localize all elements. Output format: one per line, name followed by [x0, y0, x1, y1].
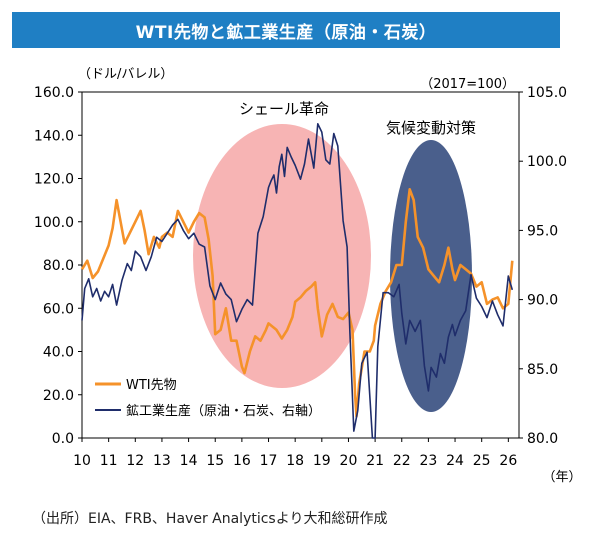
- legend: WTI先物 鉱工業生産（原油・石炭、右軸）: [95, 378, 321, 419]
- left-tick-label: 160.0: [34, 85, 74, 101]
- x-tick-label: 17: [260, 453, 278, 469]
- left-tick-label: 40.0: [43, 345, 74, 361]
- series-layer: [80, 123, 514, 439]
- annotation-climate: 気候変動対策: [386, 119, 476, 137]
- x-axis-unit: （年）: [542, 470, 581, 485]
- left-tick-label: 120.0: [34, 172, 74, 188]
- left-tick-label: 0.0: [52, 431, 74, 447]
- x-tick-label: 22: [393, 453, 411, 469]
- legend-label-wti: WTI先物: [126, 378, 177, 393]
- source-note: （出所）EIA、FRB、Haver Analyticsより大和総研作成: [32, 511, 388, 527]
- right-tick-label: 85.0: [527, 362, 558, 378]
- x-tick-label: 23: [419, 453, 437, 469]
- x-tick-label: 26: [499, 453, 517, 469]
- axes: 0.0 20.0 40.0 60.0 80.0 100.0 120.0 140.0 160.0 8…: [34, 85, 567, 469]
- x-tick-label: 20: [340, 453, 358, 469]
- right-tick-label: 105.0: [527, 85, 567, 101]
- left-axis-unit: （ドル/バレル）: [78, 67, 173, 82]
- chart-labels: （ドル/バレル） （2017=100） （年） シェール革命 気候変動対策: [78, 67, 582, 485]
- right-tick-label: 95.0: [527, 223, 558, 239]
- left-tick-label: 140.0: [34, 128, 74, 144]
- x-tick-label: 19: [313, 453, 331, 469]
- series-line-industrial-production: [81, 123, 514, 439]
- legend-label-ip: 鉱工業生産（原油・石炭、右軸）: [126, 403, 321, 419]
- climate-policy-highlight: [390, 140, 472, 412]
- chart-title: WTI先物と鉱工業生産（原油・石炭）: [12, 12, 560, 48]
- right-tick-label: 80.0: [527, 431, 558, 447]
- x-tick-label: 12: [126, 453, 144, 469]
- annotation-shale: シェール革命: [239, 100, 329, 118]
- x-tick-label: 25: [473, 453, 491, 469]
- x-tick-label: 24: [446, 453, 464, 469]
- right-tick-label: 90.0: [527, 293, 558, 309]
- x-tick-label: 21: [366, 453, 384, 469]
- series-line-wti: [80, 188, 514, 418]
- x-tick-label: 10: [73, 453, 91, 469]
- left-tick-label: 20.0: [43, 388, 74, 404]
- right-axis-unit: （2017=100）: [420, 77, 515, 92]
- left-tick-label: 60.0: [43, 301, 74, 317]
- shale-revolution-highlight: [193, 124, 371, 388]
- right-tick-label: 100.0: [527, 154, 567, 170]
- x-tick-label: 18: [286, 453, 304, 469]
- x-tick-label: 16: [233, 453, 251, 469]
- left-tick-label: 100.0: [34, 215, 74, 231]
- x-tick-label: 11: [100, 453, 118, 469]
- x-tick-label: 14: [180, 453, 198, 469]
- x-tick-label: 15: [206, 453, 224, 469]
- left-tick-label: 80.0: [43, 258, 74, 274]
- x-tick-label: 13: [153, 453, 171, 469]
